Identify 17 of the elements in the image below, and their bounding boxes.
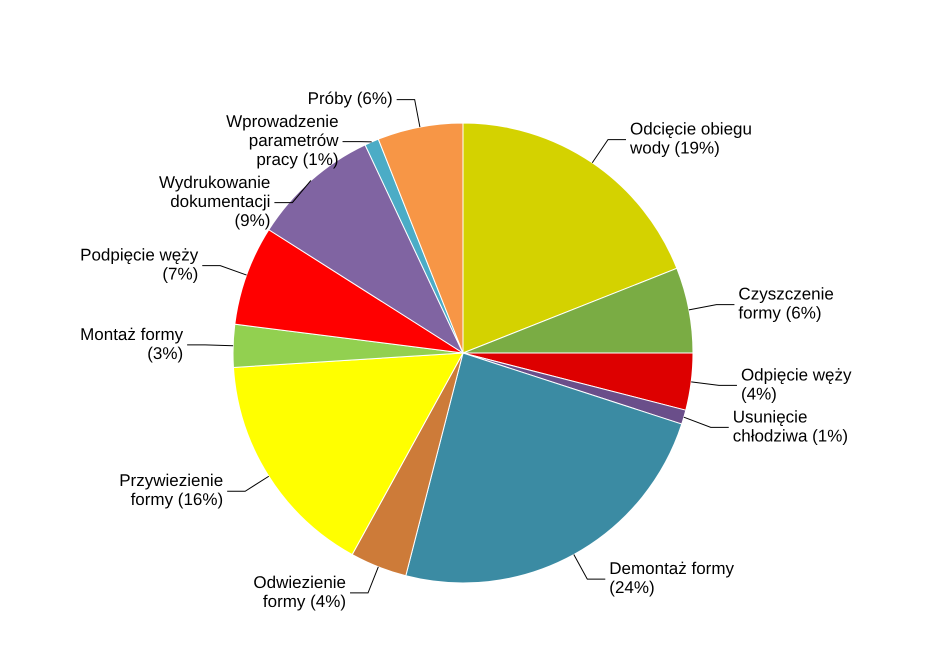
data-label: (24%) [609, 578, 655, 598]
slice-label: Czyszczenie formy (6%) [738, 284, 834, 323]
slice-label: Próby (6%) [308, 89, 393, 108]
data-label: (3%) [147, 344, 184, 363]
slice-label: Wydrukowanie dokumentacji [159, 173, 270, 212]
data-label: (4%) [740, 384, 777, 404]
slice-label: Odpięcie węży [740, 365, 852, 384]
slice-label: Odwiezienie formy (4%) [253, 572, 346, 611]
slice-label: Usunięcie chłodziwa (1%) [732, 407, 848, 446]
slice-label: Demontaż formy [609, 559, 734, 578]
slice-label: Wprowadzenie parametrów pracy (1%) [226, 112, 340, 170]
slice-label: Montaż formy [80, 324, 184, 344]
data-label: (9%) [234, 211, 270, 230]
slice-label: Odcięcie obiegu wody (19%) [629, 120, 752, 158]
slice-label: Przywiezienie formy (16%) [119, 471, 224, 510]
slice-label: Podpięcie węży [80, 246, 199, 265]
data-label: (7%) [162, 264, 198, 284]
